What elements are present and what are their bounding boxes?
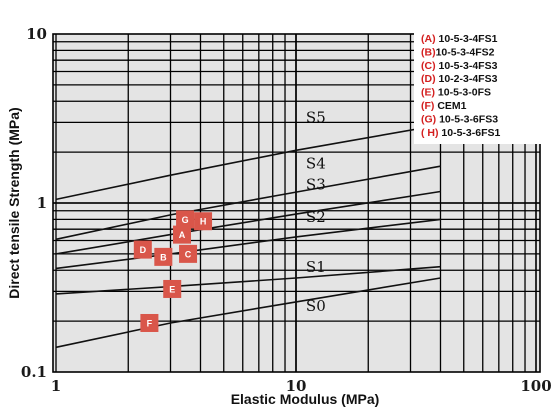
legend-entry: (B)10-5-3-4FS2	[421, 46, 495, 58]
x-tick-labels: 1 10 100	[51, 377, 552, 395]
zone-label-s0: S0	[306, 297, 326, 315]
zone-label-s3: S3	[306, 176, 326, 194]
zone-curve-s1	[55, 265, 441, 295]
point-marker-a	[173, 225, 192, 244]
zone-curve-s0	[55, 277, 441, 349]
legend-entry-text: 10-5-3-6FS3	[436, 113, 498, 125]
legend-entry-key: (B)	[421, 46, 436, 58]
zone-curve-s5	[55, 124, 441, 201]
legend-entry-text: 10-5-3-4FS3	[436, 60, 498, 72]
point-marker-b	[154, 247, 173, 266]
data-points: A B C D E F G H	[133, 210, 213, 332]
zone-label-s2: S2	[306, 208, 326, 226]
legend-background	[414, 30, 542, 144]
plot-frame	[52, 33, 541, 373]
legend-entry-key: ( H)	[421, 127, 439, 139]
legend: (A) 10-5-3-4FS1(B)10-5-3-4FS2(C) 10-5-3-…	[414, 30, 542, 144]
point-marker-g	[176, 210, 195, 229]
legend-entry-key: (C)	[421, 60, 436, 72]
zone-label-s4: S4	[306, 155, 326, 173]
legend-entry-text: 10-5-3-6FS1	[439, 127, 501, 139]
legend-entry: (A) 10-5-3-4FS1	[421, 33, 498, 45]
point-label-g: G	[182, 215, 189, 225]
point-label-h: H	[200, 217, 207, 227]
legend-entry: (D) 10-2-3-4FS3	[421, 73, 498, 85]
legend-entry-key: (A)	[421, 33, 436, 45]
point-label-f: F	[147, 318, 153, 328]
y-tick-labels: 10 1 0.1	[21, 25, 47, 381]
point-label-b: B	[160, 252, 167, 262]
x-axis-title: Elastic Modulus (MPa)	[231, 391, 380, 407]
legend-entry-key: (D)	[421, 73, 436, 85]
legend-entry: (F) CEM1	[421, 100, 467, 112]
point-label-e: E	[169, 284, 175, 294]
point-marker-h	[194, 212, 213, 231]
x-tick-label: 1	[51, 377, 61, 395]
zone-label-s5: S5	[306, 108, 326, 126]
y-axis-title: Direct tensile Strength (MPa)	[6, 107, 22, 298]
zone-label-s1: S1	[306, 258, 326, 276]
zone-curve-s2	[55, 218, 441, 270]
legend-entry-key: (G)	[421, 113, 436, 125]
point-label-d: D	[140, 245, 147, 255]
point-marker-f	[140, 313, 159, 332]
legend-entry-text: 10-5-3-0FS	[435, 87, 491, 99]
legend-entry-key: (E)	[421, 87, 435, 99]
y-tick-label: 1	[37, 194, 47, 212]
legend-entry-key: (F)	[421, 100, 434, 112]
legend-entry: ( H) 10-5-3-6FS1	[421, 127, 501, 139]
y-tick-label: 0.1	[21, 363, 47, 381]
zone-curves	[55, 124, 441, 349]
point-marker-d	[133, 240, 152, 259]
legend-entry-text: 10-5-3-4FS1	[436, 33, 498, 45]
zone-curve-s3	[55, 190, 441, 255]
point-marker-c	[179, 244, 198, 263]
legend-entry-text: 10-2-3-4FS3	[436, 73, 498, 85]
point-label-c: C	[185, 249, 192, 259]
legend-entry: (C) 10-5-3-4FS3	[421, 60, 498, 72]
legend-entry: (E) 10-5-3-0FS	[421, 87, 491, 99]
legend-entry-text: 10-5-3-4FS2	[436, 46, 495, 58]
y-tick-label: 10	[26, 25, 47, 43]
zone-labels: S5 S4 S3 S2 S1 S0	[306, 108, 326, 315]
zone-curve-s4	[55, 165, 441, 241]
x-tick-label: 100	[520, 377, 551, 395]
legend-entry-text: CEM1	[434, 100, 466, 112]
legend-entry: (G) 10-5-3-6FS3	[421, 113, 498, 125]
point-marker-e	[163, 279, 182, 298]
point-label-a: A	[179, 230, 186, 240]
x-tick-label: 10	[286, 377, 307, 395]
